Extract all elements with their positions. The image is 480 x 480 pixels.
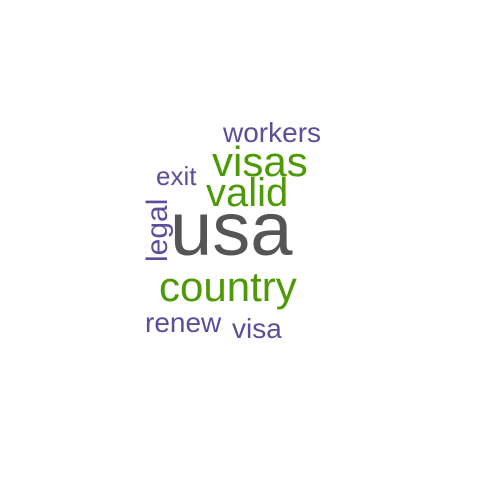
word-legal: legal [141, 198, 174, 262]
word-visas: visas [212, 138, 308, 185]
word-renew: renew [145, 307, 222, 338]
word-country: country [159, 263, 297, 310]
word-visa: visa [232, 313, 282, 344]
word-workers: workers [223, 117, 322, 148]
word-exit: exit [156, 161, 197, 191]
word-valid: valid [206, 171, 289, 215]
word-usa: usa [170, 187, 293, 272]
